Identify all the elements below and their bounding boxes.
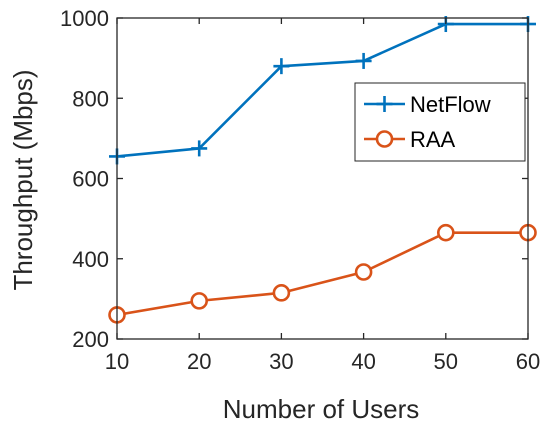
legend-label: RAA <box>410 127 456 152</box>
x-axis-label: Number of Users <box>223 394 420 424</box>
y-tick-label: 200 <box>72 327 109 352</box>
y-tick-label: 600 <box>72 167 109 192</box>
data-point-raa <box>354 263 373 281</box>
series-line-raa <box>116 231 528 317</box>
x-tick-label: 40 <box>351 349 375 374</box>
legend-item-netflow: NetFlow <box>364 92 491 117</box>
data-point-raa <box>272 284 291 302</box>
x-tick-label: 50 <box>434 349 458 374</box>
series-raa <box>108 223 537 324</box>
legend: NetFlow RAA <box>354 82 526 162</box>
plot-background <box>117 18 528 339</box>
plot-area <box>117 18 528 339</box>
legend-marker <box>375 130 394 148</box>
y-tick-label: 1000 <box>60 6 109 31</box>
y-tick-label: 800 <box>72 86 109 111</box>
axes: 10 20 30 40 50 60 200 400 600 800 1000 <box>60 6 540 374</box>
data-point-raa <box>436 223 455 242</box>
data-point-raa <box>190 292 208 310</box>
x-tick-label: 60 <box>516 349 540 374</box>
data-point-netflow <box>355 52 372 69</box>
x-tick-label: 10 <box>105 349 129 374</box>
x-tick-label: 20 <box>187 349 211 374</box>
y-tick-label: 400 <box>72 247 109 272</box>
x-tick-label: 30 <box>269 349 293 374</box>
data-point-netflow <box>191 140 208 157</box>
data-point-netflow <box>273 58 290 75</box>
series-line-netflow <box>116 22 528 158</box>
legend-label: NetFlow <box>410 92 491 117</box>
legend-item-raa: RAA <box>364 127 456 152</box>
y-axis-label: Throughput (Mbps) <box>8 69 38 290</box>
